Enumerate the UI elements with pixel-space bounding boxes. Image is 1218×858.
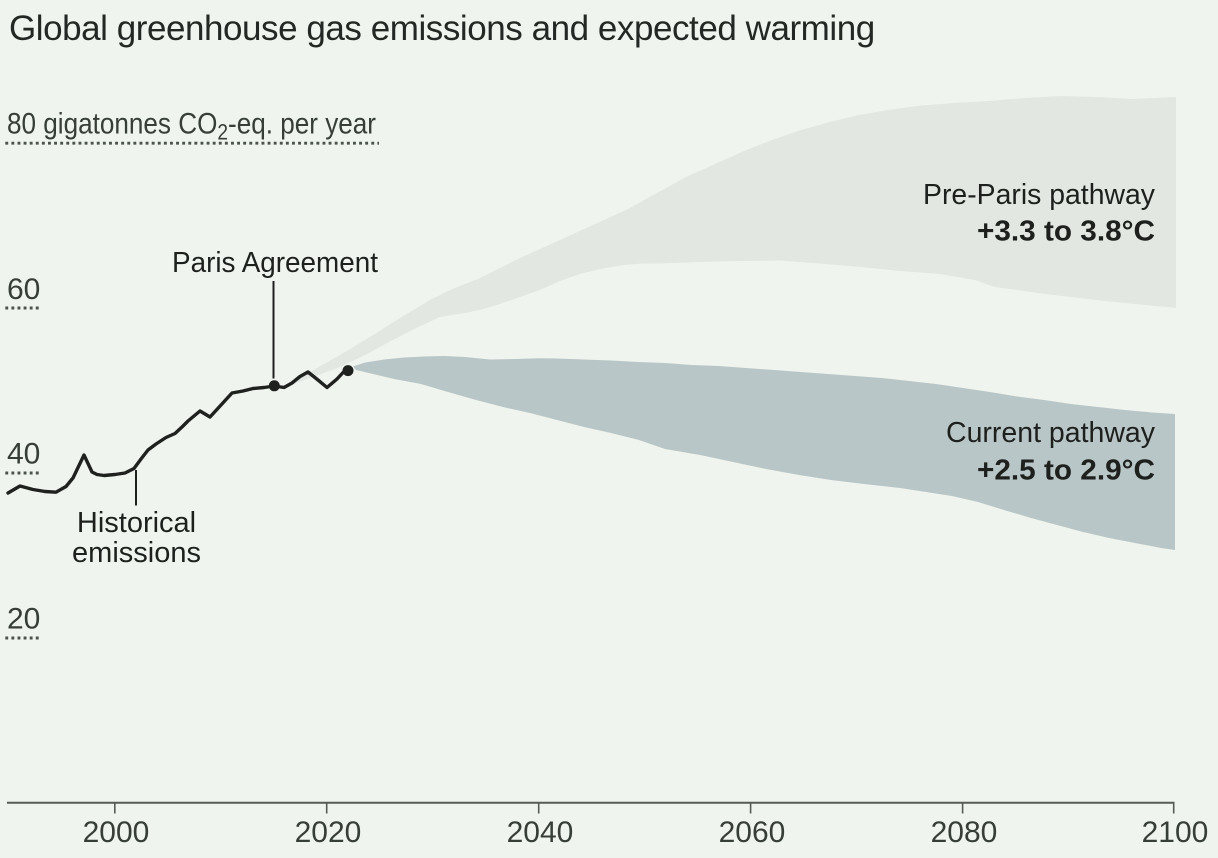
svg-text:2100: 2100 [1142,816,1209,849]
svg-text:emissions: emissions [72,537,201,569]
svg-text:20: 20 [7,603,40,636]
svg-text:2080: 2080 [931,816,998,849]
svg-text:Historical: Historical [77,507,196,539]
svg-text:Pre-Paris pathway: Pre-Paris pathway [923,179,1155,211]
svg-text:Paris Agreement: Paris Agreement [172,247,378,279]
svg-text:+3.3 to 3.8°C: +3.3 to 3.8°C [977,216,1155,248]
svg-text:+2.5 to 2.9°C: +2.5 to 2.9°C [977,455,1155,487]
svg-text:2060: 2060 [719,816,786,849]
svg-text:60: 60 [7,273,40,306]
svg-text:Current pathway: Current pathway [946,417,1155,449]
svg-text:2020: 2020 [295,816,362,849]
svg-text:2000: 2000 [83,816,150,849]
svg-text:40: 40 [7,438,40,471]
svg-text:Global greenhouse gas emission: Global greenhouse gas emissions and expe… [9,9,875,48]
svg-text:2040: 2040 [507,816,574,849]
svg-text:80 gigatonnes CO2-eq. per year: 80 gigatonnes CO2-eq. per year [7,108,376,145]
